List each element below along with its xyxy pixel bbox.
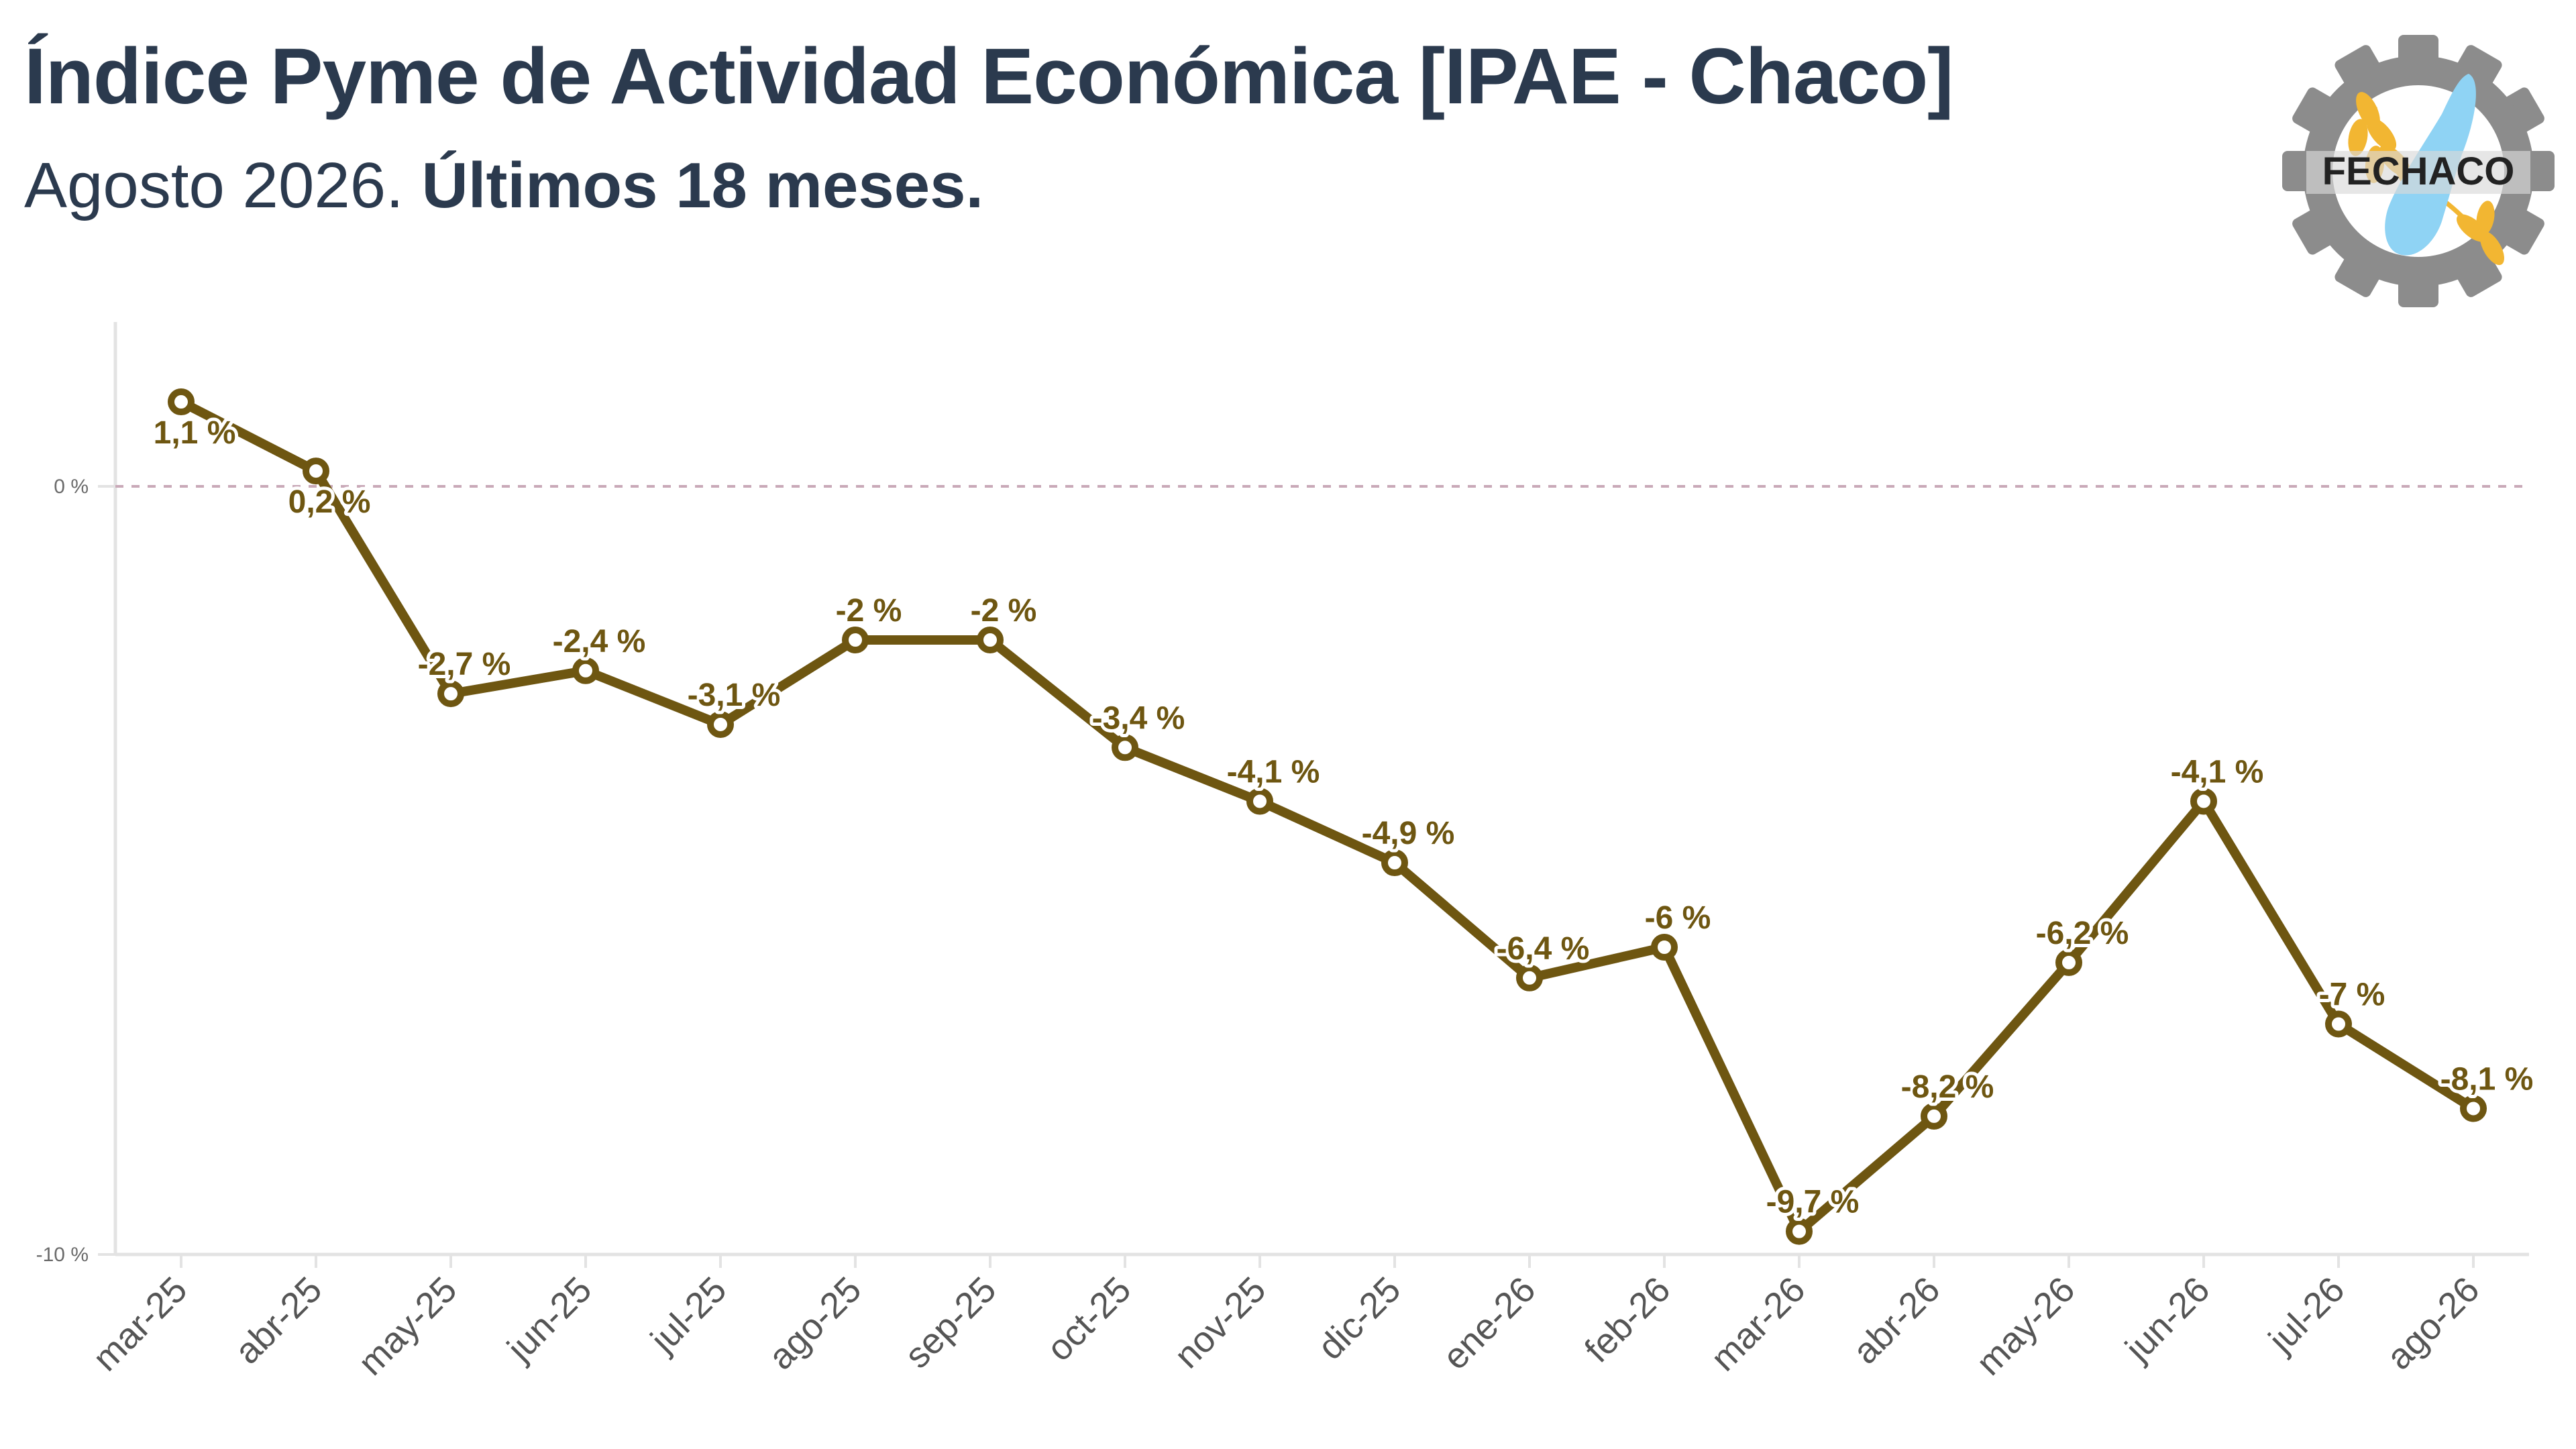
data-label: -8,2 %	[1901, 1069, 1994, 1105]
data-label: -4,1 %	[1227, 754, 1320, 790]
data-point	[437, 680, 464, 708]
x-tick-label: sep-25	[897, 1269, 1004, 1376]
chart-axes	[113, 322, 2529, 1256]
data-label: -2 %	[836, 593, 902, 629]
x-tick-label: jul-26	[2260, 1269, 2352, 1361]
data-point	[707, 710, 734, 738]
x-tick-label: ene-26	[1435, 1269, 1543, 1377]
data-point	[168, 388, 195, 416]
logo-text: FECHACO	[2322, 150, 2515, 193]
x-tick-label: ago-25	[761, 1269, 869, 1377]
data-label: -2 %	[971, 593, 1037, 629]
data-label: -4,9 %	[1362, 816, 1455, 851]
data-label: -6,4 %	[1497, 931, 1590, 967]
x-axis-ticks: mar-25 abr-25 may-25 jun-25 jul-25 ago-25 sep-…	[85, 1254, 2487, 1383]
x-tick-label: mar-25	[85, 1269, 195, 1379]
data-label: -2,4 %	[553, 624, 646, 659]
data-point	[1921, 1102, 1947, 1130]
data-point	[2325, 1010, 2352, 1038]
data-point	[572, 657, 599, 684]
x-tick-label: abr-25	[227, 1269, 330, 1372]
x-tick-label: oct-25	[1039, 1269, 1139, 1369]
data-labels: 1,1 % 0,2 % -2,7 % -2,4 % -3,1 % -2 % -2 % -3,4…	[150, 412, 2537, 1224]
x-tick-label: jul-25	[642, 1269, 734, 1361]
data-point	[1112, 734, 1138, 761]
x-tick-label: jun-26	[2117, 1269, 2218, 1370]
data-label: -3,1 %	[688, 678, 781, 713]
data-point	[1516, 964, 1543, 991]
y-axis-ticks: 0 % -10 %	[36, 476, 115, 1266]
y-tick-label: 0 %	[54, 476, 89, 498]
data-point	[977, 627, 1004, 653]
data-point	[1381, 849, 1408, 877]
x-tick-label: ago-26	[2379, 1269, 2487, 1377]
chart-title: Índice Pyme de Actividad Económica [IPAE…	[24, 32, 1953, 121]
x-tick-label: feb-26	[1577, 1269, 1678, 1371]
x-tick-label: mar-26	[1703, 1269, 1813, 1379]
chart-subtitle: Agosto 2026. Últimos 18 meses.	[24, 149, 983, 223]
fechaco-logo: FECHACO	[2282, 35, 2555, 307]
data-point	[2055, 949, 2082, 976]
data-point	[2460, 1095, 2487, 1122]
x-tick-label: nov-25	[1167, 1269, 1273, 1376]
x-tick-label: abr-26	[1845, 1269, 1948, 1372]
data-label: -8,1 %	[2440, 1061, 2534, 1097]
x-tick-label: may-26	[1969, 1269, 2083, 1383]
series-line	[176, 397, 2478, 1236]
data-point	[1246, 788, 1273, 815]
data-label: -3,4 %	[1092, 700, 1185, 736]
x-tick-label: may-25	[351, 1269, 465, 1383]
data-label: -6,2 %	[2036, 916, 2129, 951]
subtitle-range: Últimos 18 meses.	[421, 150, 984, 221]
data-points	[168, 388, 2487, 1245]
x-tick-label: dic-25	[1310, 1269, 1408, 1367]
data-label: 0,2 %	[288, 484, 371, 520]
subtitle-period: Agosto 2026.	[24, 150, 422, 221]
data-label: 1,1 %	[154, 415, 236, 451]
data-point	[1651, 934, 1678, 961]
data-point	[1786, 1218, 1813, 1245]
data-label: -2,7 %	[418, 647, 511, 682]
data-point	[303, 458, 329, 485]
x-tick-label: jun-25	[499, 1269, 600, 1370]
data-label: -6 %	[1645, 900, 1711, 936]
logo-text-band	[2306, 151, 2530, 194]
data-label: -4,1 %	[2171, 754, 2264, 790]
data-label: -9,7 %	[1766, 1185, 1860, 1220]
data-point	[842, 627, 869, 653]
data-point	[2190, 788, 2217, 815]
data-label: -7 %	[2319, 977, 2385, 1013]
series-line-group	[176, 397, 2478, 1236]
y-tick-label: -10 %	[36, 1244, 89, 1266]
